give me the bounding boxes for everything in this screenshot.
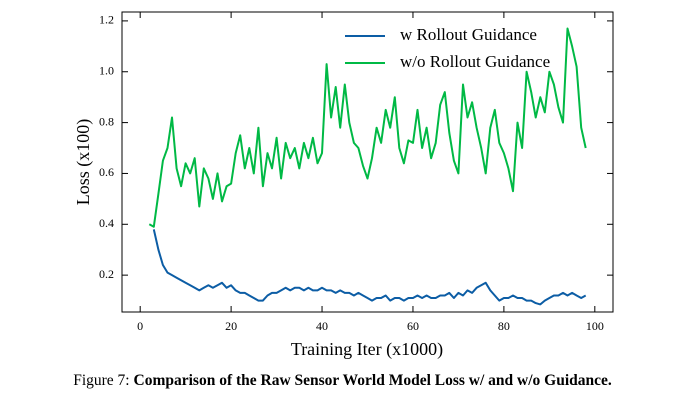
x-tick-label: 40 [316,319,328,333]
x-axis-label: Training Iter (x1000) [291,339,443,360]
x-tick-label: 80 [498,319,510,333]
y-tick-label: 0.8 [99,114,114,128]
caption-text: Comparison of the Raw Sensor World Model… [133,372,612,389]
data-line [152,229,587,306]
x-tick-label: 100 [586,319,604,333]
x-tick-label: 0 [137,319,143,333]
y-tick-label: 0.2 [99,267,114,281]
legend-label: w Rollout Guidance [400,25,537,44]
chart: Training Iter (x1000) Loss (x100) 0 20 40 6… [73,11,614,360]
caption-label: Figure 7: [73,372,130,389]
legend-label: w/o Rollout Guidance [400,52,550,71]
plot-frame [121,11,614,313]
data-line [148,27,587,228]
y-tick-label: 1.2 [99,13,114,27]
y-tick-label: 1.0 [99,63,114,77]
y-tick-label: 0.4 [99,216,114,230]
y-axis-label: Loss (x100) [73,119,94,206]
x-tick-label: 60 [407,319,419,333]
x-tick-label: 20 [225,319,237,333]
y-tick-label: 0.6 [99,165,114,179]
caption: Figure 7: Comparison of the Raw Sensor W… [0,372,685,390]
